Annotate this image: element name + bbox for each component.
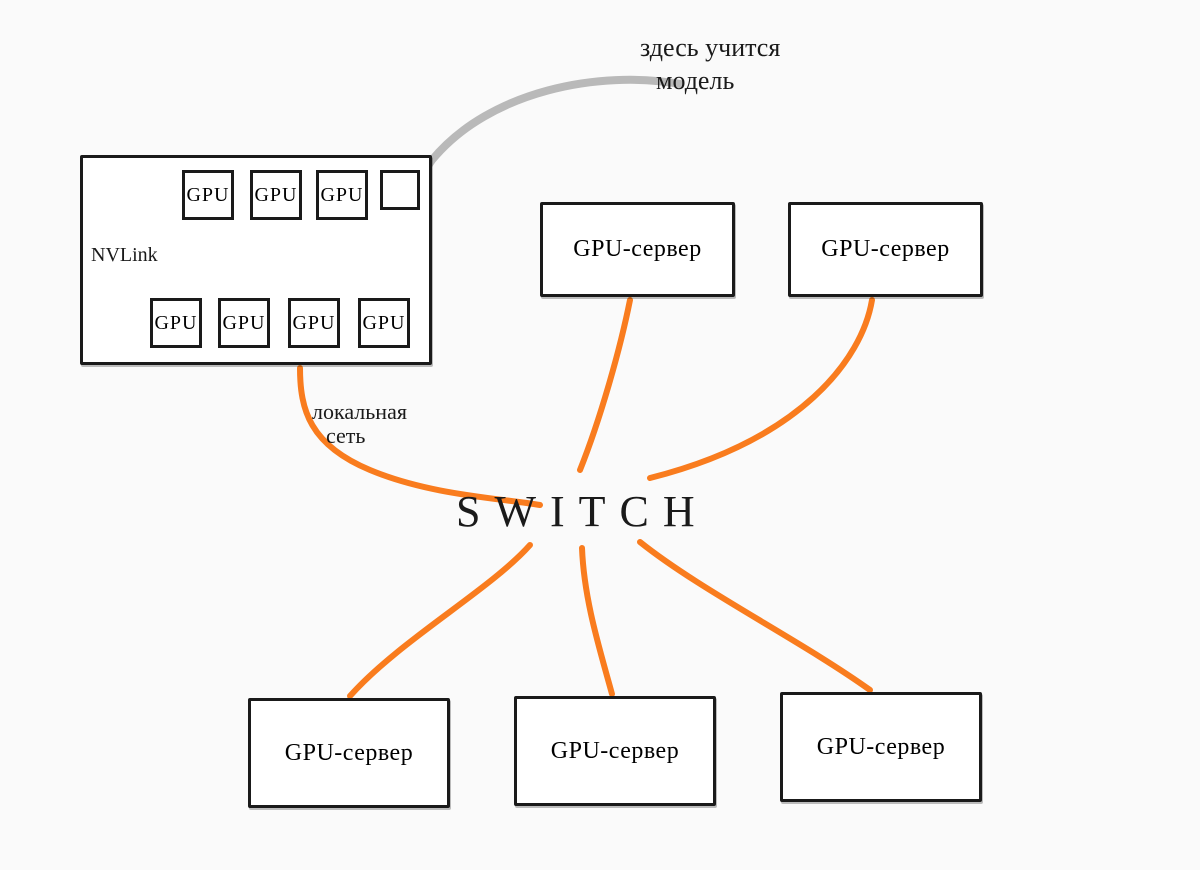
annotation-line2: модель: [640, 65, 780, 98]
switch-label: SWITCH: [456, 486, 709, 537]
server-label: GPU-сервер: [817, 734, 945, 761]
gpu-box: GPU: [316, 170, 368, 220]
gpu-box: GPU: [182, 170, 234, 220]
gpu-server-top-1: GPU-сервер: [540, 202, 735, 297]
local-net-line2: сеть: [312, 424, 407, 448]
gpu-box-highlighted: [380, 170, 420, 210]
annotation-text: здесь учится модель: [640, 32, 780, 97]
gpu-box: GPU: [288, 298, 340, 348]
gpu-server-top-2: GPU-сервер: [788, 202, 983, 297]
gpu-box: GPU: [218, 298, 270, 348]
server-label: GPU-сервер: [573, 236, 701, 263]
nvlink-label: NVLink: [91, 244, 158, 267]
gpu-box: GPU: [150, 298, 202, 348]
gpu-server-bottom-2: GPU-сервер: [514, 696, 716, 806]
annotation-line1: здесь учится: [640, 32, 780, 65]
gpu-server-bottom-1: GPU-сервер: [248, 698, 450, 808]
gpu-server-bottom-3: GPU-сервер: [780, 692, 982, 802]
gpu-box: GPU: [250, 170, 302, 220]
server-label: GPU-сервер: [551, 738, 679, 765]
server-label: GPU-сервер: [821, 236, 949, 263]
local-net-label: локальная сеть: [312, 400, 407, 448]
local-net-line1: локальная: [312, 400, 407, 424]
gpu-box: GPU: [358, 298, 410, 348]
server-label: GPU-сервер: [285, 740, 413, 767]
